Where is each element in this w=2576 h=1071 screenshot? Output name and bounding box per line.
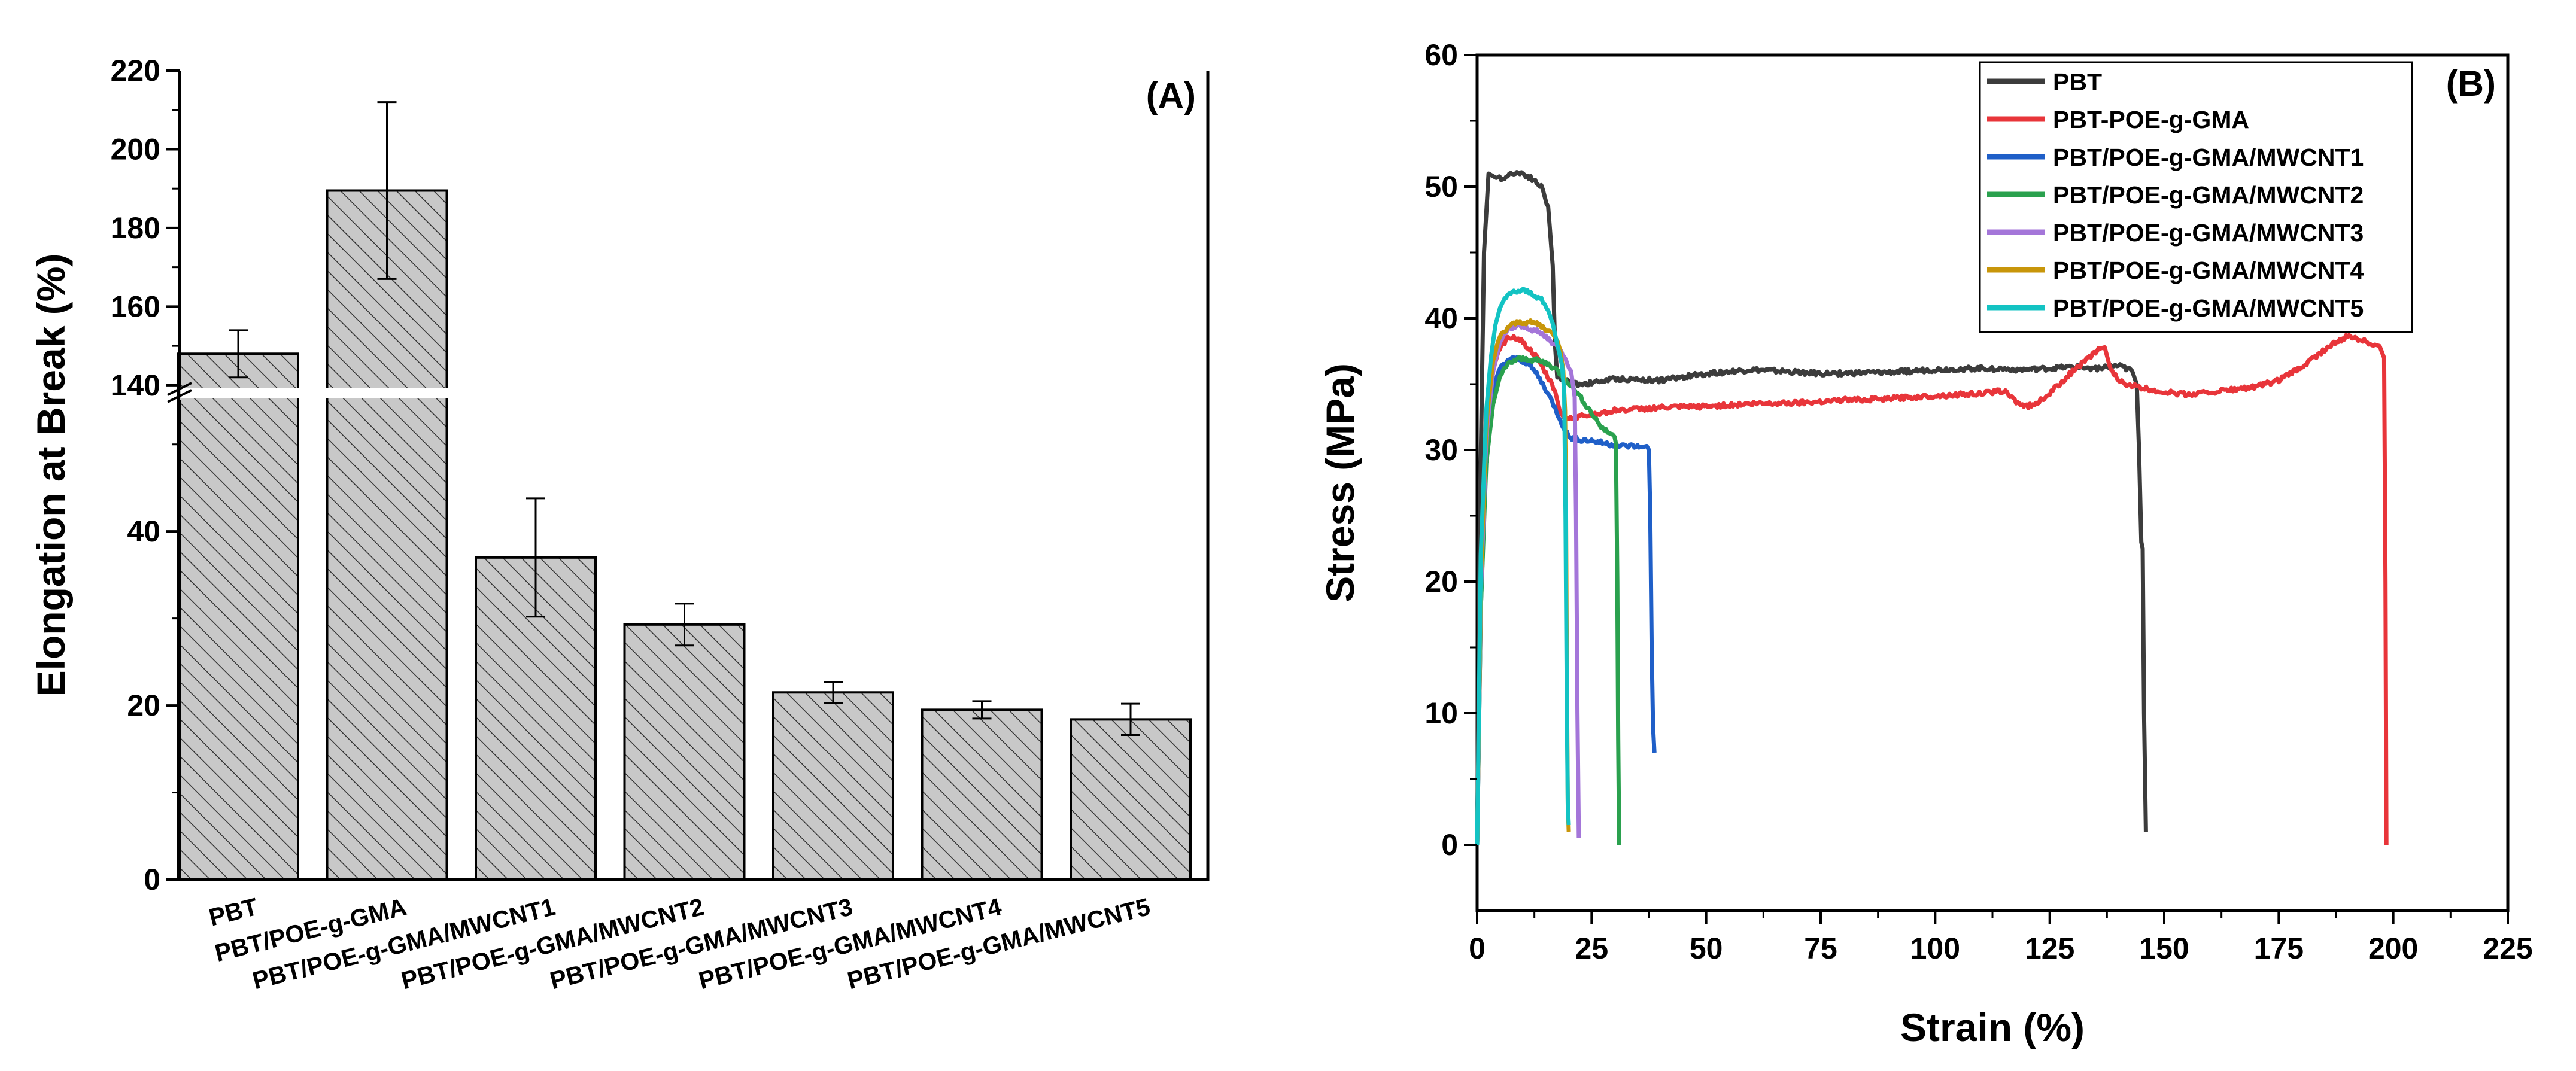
bar	[921, 708, 1043, 881]
y-tick-label: 40	[1424, 302, 1458, 335]
panel-b-x-ticks: 0 25 50 75 100 125 150 175 200 225	[1469, 911, 2533, 965]
y-tick-label: 220	[111, 54, 160, 87]
axis-break-band	[181, 388, 1206, 398]
panel-b-x-axis-title: Strain (%)	[1900, 1005, 2085, 1049]
axis-break-mark	[167, 382, 192, 396]
bar	[177, 352, 299, 881]
x-tick-label: 175	[2254, 932, 2304, 965]
legend-label: PBT/POE-g-GMA/MWCNT5	[2053, 294, 2364, 322]
legend-label: PBT/POE-g-GMA/MWCNT1	[2053, 144, 2364, 171]
panel-b: 0 25 50 75 100 125 150 175 200 225 0102030405060 …	[1318, 38, 2533, 1049]
legend-label: PBT/POE-g-GMA/MWCNT3	[2053, 219, 2364, 247]
y-tick-label: 180	[111, 211, 160, 245]
panel-a: 140 160 180 200 220 0 20 40 PBTPBT/POE-g-GMAPBT…	[29, 54, 1210, 994]
x-tick-label: 125	[2025, 932, 2074, 965]
legend-box	[1979, 61, 2413, 333]
panel-a-errorbars	[229, 101, 1140, 737]
x-tick-label: 50	[1690, 932, 1723, 965]
panel-a-bars	[177, 189, 1192, 881]
bar	[326, 189, 448, 881]
panel-b-y-axis-title: Stress (MPa)	[1318, 363, 1362, 603]
series-line	[1475, 287, 1571, 845]
series-line	[1475, 170, 2148, 845]
legend-label: PBT	[2053, 68, 2102, 96]
y-tick-label: 0	[144, 863, 160, 896]
y-tick-label: 60	[1424, 38, 1458, 72]
y-tick-label: 20	[127, 689, 160, 722]
legend-label: PBT/POE-g-GMA/MWCNT4	[2053, 257, 2364, 284]
x-tick-label: 225	[2483, 932, 2532, 965]
y-tick-label: 10	[1424, 696, 1458, 730]
panel-b-lines	[1475, 170, 2389, 845]
y-tick-label: 40	[127, 515, 160, 548]
panel-a-label: (A)	[1146, 75, 1196, 115]
x-tick-label: 100	[1910, 932, 1960, 965]
panel-b-label: (B)	[2446, 63, 2496, 104]
panel-a-y-ticks: 140 160 180 200 220 0 20 40	[111, 54, 180, 896]
axis-break-mark	[167, 389, 192, 403]
bar	[772, 691, 894, 881]
y-tick-label: 50	[1424, 170, 1458, 203]
x-tick-label: 150	[2139, 932, 2189, 965]
legend-label: PBT/POE-g-GMA/MWCNT2	[2053, 181, 2364, 209]
series-line	[1475, 355, 1621, 845]
bar	[1070, 718, 1192, 881]
y-tick-label: 160	[111, 290, 160, 323]
bar	[623, 623, 746, 881]
y-tick-label: 30	[1424, 433, 1458, 467]
x-tick-label: 200	[2368, 932, 2418, 965]
x-tick-label: 25	[1575, 932, 1609, 965]
y-tick-label: 20	[1424, 565, 1458, 598]
x-category-label: PBT	[206, 893, 260, 931]
panel-a-x-ticks: PBTPBT/POE-g-GMAPBT/POE-g-GMA/MWCNT1PBT/…	[206, 893, 1153, 994]
series-line	[1475, 333, 2389, 845]
panel-a-y-axis-title: Elongation at Break (%)	[29, 254, 73, 697]
panel-a-break-marks	[167, 382, 1206, 403]
legend-label: PBT-POE-g-GMA	[2053, 106, 2249, 133]
y-tick-label: 140	[111, 369, 160, 402]
panel-b-y-ticks: 0 10 20 30 40 50 60	[1424, 38, 1477, 862]
y-tick-label: 200	[111, 132, 160, 166]
y-tick-label: 0	[1441, 828, 1458, 862]
x-tick-label: 0	[1469, 932, 1486, 965]
x-tick-label: 75	[1804, 932, 1837, 965]
panel-b-legend: PBT PBT-POE-g-GMA PBT/POE-g-GMA/MWCNT1 PBT/…	[1979, 61, 2413, 333]
